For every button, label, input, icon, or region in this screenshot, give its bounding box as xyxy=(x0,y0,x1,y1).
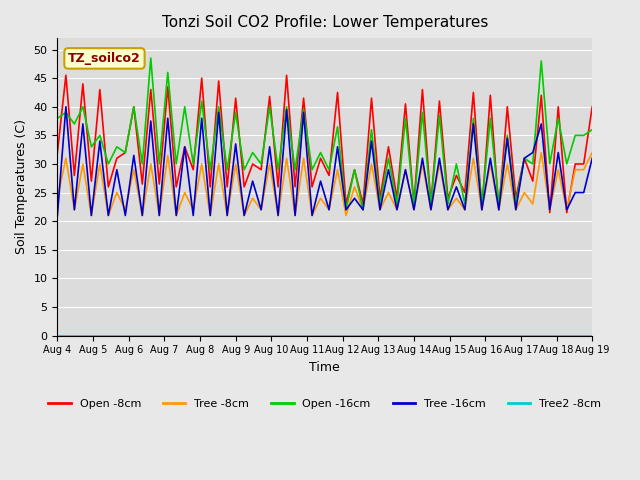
Open -16cm xyxy=(367,127,375,132)
Tree2 -8cm xyxy=(393,333,401,338)
Open -8cm xyxy=(325,172,333,178)
Open -8cm xyxy=(283,72,291,78)
Open -8cm xyxy=(546,210,554,216)
Tree -16cm xyxy=(130,153,138,158)
Open -8cm xyxy=(359,201,367,207)
Line: Open -16cm: Open -16cm xyxy=(58,58,592,210)
Tree2 -8cm xyxy=(122,333,129,338)
Tree2 -8cm xyxy=(275,333,282,338)
Open -16cm xyxy=(122,150,129,156)
Open -16cm xyxy=(419,109,426,115)
Open -16cm xyxy=(410,201,418,207)
Tree2 -8cm xyxy=(351,333,358,338)
X-axis label: Time: Time xyxy=(309,361,340,374)
Tree -8cm xyxy=(402,167,410,173)
Open -16cm xyxy=(147,55,155,61)
Open -16cm xyxy=(342,207,350,213)
Open -8cm xyxy=(588,104,596,109)
Tree -16cm xyxy=(410,207,418,213)
Open -16cm xyxy=(588,127,596,132)
Tree2 -8cm xyxy=(54,333,61,338)
Y-axis label: Soil Temperatures (C): Soil Temperatures (C) xyxy=(15,120,28,254)
Tree -8cm xyxy=(410,207,418,213)
Line: Open -8cm: Open -8cm xyxy=(58,75,592,213)
Tree -16cm xyxy=(62,104,70,109)
Open -8cm xyxy=(410,201,418,207)
Tree2 -8cm xyxy=(588,333,596,338)
Tree -8cm xyxy=(283,156,291,161)
Tree -16cm xyxy=(359,207,367,213)
Line: Tree -16cm: Tree -16cm xyxy=(58,107,592,216)
Text: TZ_soilco2: TZ_soilco2 xyxy=(68,52,141,65)
Open -8cm xyxy=(402,101,410,107)
Tree -16cm xyxy=(588,156,596,161)
Legend: Open -8cm, Tree -8cm, Open -16cm, Tree -16cm, Tree2 -8cm: Open -8cm, Tree -8cm, Open -16cm, Tree -… xyxy=(44,395,605,414)
Tree -8cm xyxy=(130,167,138,173)
Tree -8cm xyxy=(359,207,367,213)
Tree -8cm xyxy=(54,195,61,201)
Tree -8cm xyxy=(88,213,95,218)
Tree2 -8cm xyxy=(317,333,324,338)
Open -8cm xyxy=(130,104,138,109)
Open -16cm xyxy=(283,104,291,109)
Tree -8cm xyxy=(538,150,545,156)
Title: Tonzi Soil CO2 Profile: Lower Temperatures: Tonzi Soil CO2 Profile: Lower Temperatur… xyxy=(162,15,488,30)
Tree2 -8cm xyxy=(402,333,410,338)
Tree -16cm xyxy=(325,207,333,213)
Line: Tree -8cm: Tree -8cm xyxy=(58,153,592,216)
Open -8cm xyxy=(62,72,70,78)
Tree -8cm xyxy=(325,207,333,213)
Open -16cm xyxy=(54,115,61,121)
Open -16cm xyxy=(325,167,333,173)
Open -8cm xyxy=(54,150,61,156)
Tree -16cm xyxy=(402,167,410,173)
Tree -16cm xyxy=(283,107,291,112)
Tree -16cm xyxy=(54,213,61,218)
Tree -8cm xyxy=(588,150,596,156)
